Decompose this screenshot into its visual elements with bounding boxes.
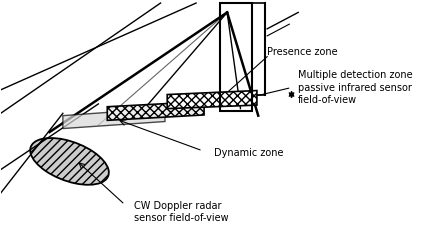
- Ellipse shape: [30, 138, 109, 185]
- Text: Multiple detection zone
passive infrared sensor
field-of-view: Multiple detection zone passive infrared…: [298, 70, 413, 105]
- Polygon shape: [167, 91, 257, 109]
- Text: Dynamic zone: Dynamic zone: [214, 148, 283, 158]
- Text: CW Doppler radar
sensor field-of-view: CW Doppler radar sensor field-of-view: [134, 201, 228, 223]
- Text: Presence zone: Presence zone: [267, 47, 338, 57]
- Polygon shape: [63, 108, 165, 129]
- Polygon shape: [107, 101, 204, 120]
